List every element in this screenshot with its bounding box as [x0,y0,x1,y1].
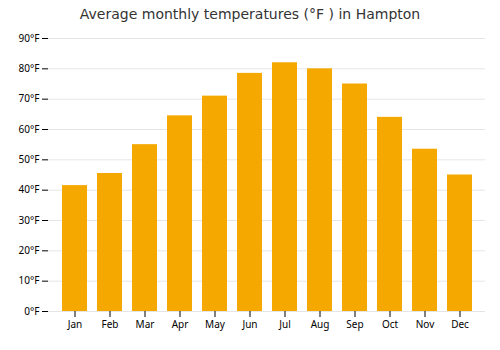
svg-text:90°F: 90°F [19,31,40,45]
svg-text:Apr: Apr [172,317,189,331]
svg-text:Jun: Jun [241,317,257,331]
svg-text:Feb: Feb [102,317,119,331]
svg-text:May: May [205,317,226,331]
svg-text:Sep: Sep [346,317,363,331]
svg-text:40°F: 40°F [19,182,40,196]
svg-text:70°F: 70°F [19,91,40,105]
svg-text:10°F: 10°F [19,273,40,287]
svg-text:0°F: 0°F [24,304,39,318]
svg-text:Nov: Nov [416,317,435,331]
svg-text:60°F: 60°F [19,122,40,136]
svg-text:Jul: Jul [278,317,291,331]
svg-text:Jan: Jan [67,317,83,331]
svg-text:20°F: 20°F [19,243,40,257]
svg-text:Dec: Dec [451,317,469,331]
html-text:Average monthly temperatures (: Average monthly temperatures (°F ) in Ha… [79,6,421,22]
svg-text:Oct: Oct [382,317,399,331]
svg-text:30°F: 30°F [19,213,40,227]
svg-text:Aug: Aug [311,317,330,331]
svg-text:Mar: Mar [136,317,155,331]
svg-text:80°F: 80°F [19,61,40,75]
svg-text:50°F: 50°F [19,152,40,166]
